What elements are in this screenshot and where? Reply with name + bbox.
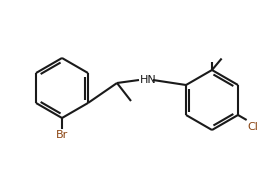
- Text: Cl: Cl: [248, 122, 258, 132]
- Text: Br: Br: [56, 130, 68, 140]
- Text: HN: HN: [140, 75, 157, 85]
